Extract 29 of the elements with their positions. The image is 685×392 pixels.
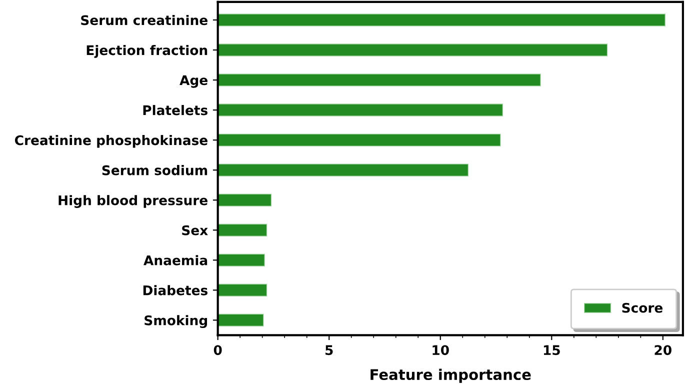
bar [218, 284, 268, 296]
legend-label: Score [622, 302, 663, 313]
y-tick-label: Age [180, 75, 208, 88]
bar [218, 164, 469, 176]
y-tick-label: Serum creatinine [81, 14, 208, 26]
bar [218, 104, 504, 116]
x-axis-title: Feature importance [370, 368, 531, 383]
bar [218, 134, 501, 146]
y-tick-label: Platelets [143, 105, 208, 116]
bar [218, 194, 272, 206]
x-tick-label: 0 [214, 345, 222, 356]
bar [218, 44, 608, 56]
bar [218, 224, 268, 236]
bar [218, 74, 541, 86]
y-tick-label: Sex [182, 225, 208, 236]
x-tick-label: 20 [654, 345, 672, 356]
y-tick-label: Smoking [144, 315, 207, 328]
x-tick-label: 15 [544, 345, 560, 356]
y-tick-label: High blood pressure [58, 195, 208, 208]
y-tick-label: Serum sodium [102, 165, 208, 176]
x-tick-label: 10 [432, 345, 449, 356]
bar [218, 254, 265, 266]
bar [218, 314, 264, 327]
y-tick-label: Creatinine phosphokinase [14, 135, 208, 148]
bar [218, 14, 666, 26]
y-tick-label: Ejection fraction [86, 44, 208, 58]
y-tick-label: Diabetes [143, 285, 208, 296]
x-tick-label: 5 [326, 345, 333, 356]
y-tick-label: Anaemia [144, 255, 208, 266]
